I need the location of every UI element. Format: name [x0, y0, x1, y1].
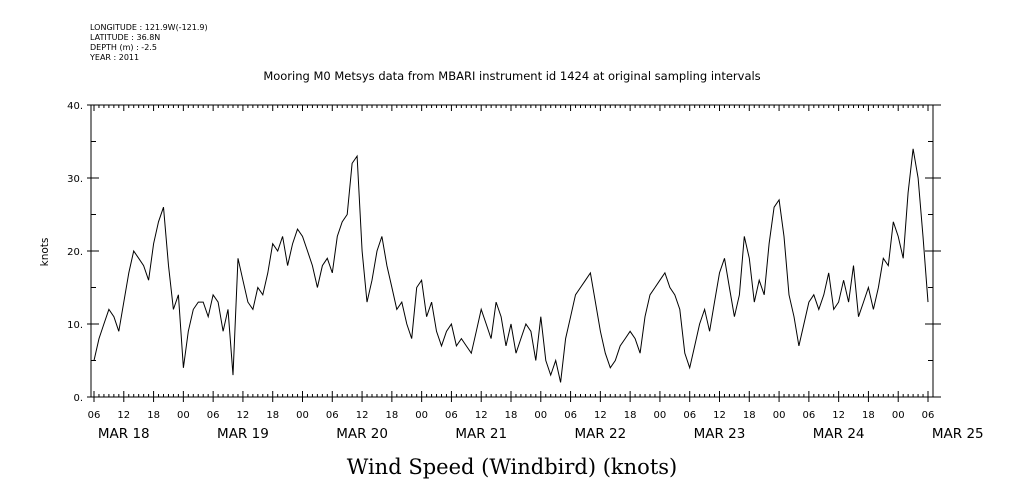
x-tick-label: 18 [505, 410, 518, 421]
x-date-label: MAR 21 [455, 426, 507, 442]
x-tick-label: 18 [385, 410, 398, 421]
x-tick-label: 12 [832, 410, 845, 421]
x-tick-label: 12 [117, 410, 130, 421]
series-line-wind-speed [93, 148, 929, 383]
x-tick-label: 18 [624, 410, 637, 421]
meta-latitude: LATITUDE : 36.8N [90, 33, 160, 42]
x-axis-tick-labels: 06 12 18 00 06 12 18 00 06 12 18 00 06 12 18 00 06 12 18 00… [88, 410, 935, 421]
x-tick-label: 06 [922, 410, 935, 421]
x-date-label: MAR 19 [217, 426, 269, 442]
axis-ticks [87, 104, 941, 402]
x-tick-label: 00 [892, 410, 905, 421]
x-tick-label: 12 [237, 410, 250, 421]
x-tick-label: 00 [773, 410, 786, 421]
x-date-label: MAR 22 [574, 426, 626, 442]
x-tick-label: 06 [445, 410, 458, 421]
x-tick-label: 06 [326, 410, 339, 421]
x-date-label: MAR 24 [813, 426, 865, 442]
x-axis-label: Wind Speed (Windbird) (knots) [347, 455, 677, 479]
x-tick-label: 18 [266, 410, 279, 421]
y-axis-tick-labels: 0. 10. 20. 30. 40. [67, 101, 83, 404]
chart-title: Mooring M0 Metsys data from MBARI instru… [263, 69, 760, 83]
y-tick-label: 0. [73, 393, 83, 404]
plot-frame [90, 104, 934, 398]
x-tick-label: 00 [415, 410, 428, 421]
y-tick-label: 20. [67, 247, 83, 258]
x-axis-date-labels: MAR 18 MAR 19 MAR 20 MAR 21 MAR 22 MAR 23 MAR … [98, 426, 984, 442]
meta-longitude: LONGITUDE : 121.9W(-121.9) [90, 23, 208, 32]
x-tick-label: 00 [534, 410, 547, 421]
x-date-label: MAR 25 [932, 426, 984, 442]
x-tick-label: 12 [475, 410, 488, 421]
y-tick-label: 40. [67, 101, 83, 112]
y-axis-label: knots [39, 238, 51, 267]
x-tick-label: 06 [88, 410, 101, 421]
x-tick-label: 18 [147, 410, 160, 421]
x-tick-label: 06 [683, 410, 696, 421]
x-tick-label: 18 [862, 410, 875, 421]
x-tick-label: 00 [296, 410, 309, 421]
x-tick-label: 12 [356, 410, 369, 421]
x-tick-label: 06 [207, 410, 220, 421]
x-tick-label: 12 [594, 410, 607, 421]
y-tick-label: 30. [67, 174, 83, 185]
x-tick-label: 00 [177, 410, 190, 421]
x-tick-label: 00 [654, 410, 667, 421]
x-tick-label: 18 [743, 410, 756, 421]
meta-year: YEAR : 2011 [89, 53, 139, 62]
meta-depth: DEPTH (m) : -2.5 [90, 43, 157, 52]
x-tick-label: 06 [802, 410, 815, 421]
x-tick-label: 06 [564, 410, 577, 421]
x-date-label: MAR 23 [694, 426, 746, 442]
x-date-label: MAR 18 [98, 426, 150, 442]
x-date-label: MAR 20 [336, 426, 388, 442]
y-tick-label: 10. [67, 320, 83, 331]
x-tick-label: 12 [713, 410, 726, 421]
